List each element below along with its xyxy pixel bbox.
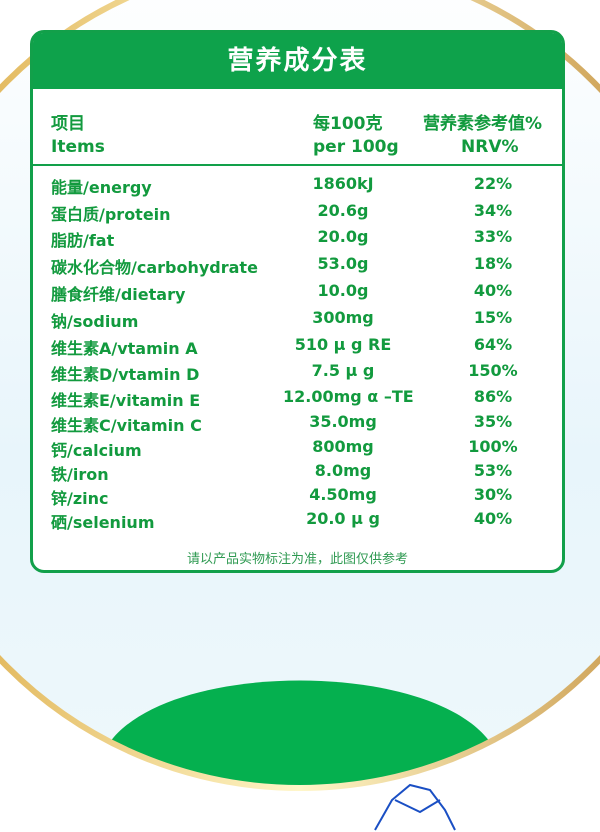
header-per-cn: 每100克 (313, 114, 383, 134)
header-nrv-cn: 营养素参考值% (423, 114, 543, 134)
nutrient-nrv: 40% (473, 509, 513, 528)
header-per-en: per 100g (313, 137, 399, 157)
nutrient-name: 膳食纤维/dietary (51, 285, 186, 304)
nutrient-name: 锌/zinc (51, 489, 109, 508)
green-hill (110, 680, 490, 789)
nutrient-name: 硒/selenium (51, 513, 155, 532)
nutrient-nrv: 22% (473, 174, 513, 193)
nutrient-value: 12.00mg α –TE (283, 387, 414, 406)
nutrient-nrv: 18% (473, 254, 513, 273)
nutrient-name: 蛋白质/protein (51, 205, 171, 224)
nutrient-name: 维生素A/vtamin A (51, 339, 198, 358)
nutrient-nrv: 150% (468, 361, 518, 380)
nutrient-name: 钠/sodium (51, 312, 139, 331)
nutrient-nrv: 33% (473, 227, 513, 246)
nutrient-value: 300mg (312, 308, 374, 327)
table-row: 硒/selenium 20.0 μ g 40% (33, 509, 562, 533)
table-row: 维生素C/vitamin C 35.0mg 35% (33, 412, 562, 436)
nutrient-name: 碳水化合物/carbohydrate (51, 258, 258, 277)
nutrient-name: 能量/energy (51, 178, 152, 197)
header-items-cn: 项目 (51, 114, 85, 134)
table-row: 能量/energy 1860kJ 22% (33, 174, 562, 198)
nutrient-nrv: 86% (473, 387, 513, 406)
table-row: 钙/calcium 800mg 100% (33, 437, 562, 461)
header-nrv-en: NRV% (461, 137, 519, 157)
gold-ring (0, 0, 600, 791)
nutrient-name: 维生素D/vtamin D (51, 365, 200, 384)
nutrient-value: 8.0mg (314, 461, 372, 480)
nutrient-value: 510 μ g RE (294, 335, 392, 354)
nutrient-value: 20.0g (317, 227, 369, 246)
table-row: 维生素D/vtamin D 7.5 μ g 150% (33, 361, 562, 385)
table-row: 脂肪/fat 20.0g 33% (33, 227, 562, 251)
nutrient-nrv: 34% (473, 201, 513, 220)
nutrient-value: 1860kJ (312, 174, 374, 193)
nutrient-nrv: 35% (473, 412, 513, 431)
table-row: 维生素E/vitamin E 12.00mg α –TE 86% (33, 387, 562, 411)
nutrient-value: 20.6g (317, 201, 369, 220)
product-sketch-icon (374, 783, 456, 831)
nutrient-nrv: 64% (473, 335, 513, 354)
nutrient-nrv: 15% (473, 308, 513, 327)
nutrient-nrv: 100% (468, 437, 518, 456)
nutrient-value: 53.0g (317, 254, 369, 273)
nutrient-nrv: 53% (473, 461, 513, 480)
disclaimer-note: 请以产品实物标注为准，此图仅供参考 (186, 552, 408, 567)
nutrient-value: 800mg (312, 437, 374, 456)
nutrient-value: 4.50mg (309, 485, 377, 504)
nutrient-value: 35.0mg (309, 412, 377, 431)
header-items-en: Items (51, 137, 105, 157)
table-row: 碳水化合物/carbohydrate 53.0g 18% (33, 254, 562, 278)
table-row: 膳食纤维/dietary 10.0g 40% (33, 281, 562, 305)
table-row: 铁/iron 8.0mg 53% (33, 461, 562, 485)
nutrient-value: 20.0 μ g (306, 509, 380, 528)
table-header: 项目 Items 每100克 per 100g 营养素参考值% NRV% (33, 89, 562, 166)
nutrient-name: 维生素E/vitamin E (51, 391, 201, 410)
nutrient-name: 维生素C/vitamin C (51, 416, 202, 435)
nutrient-nrv: 30% (473, 485, 513, 504)
nutrient-name: 脂肪/fat (51, 231, 115, 250)
nutrient-nrv: 40% (473, 281, 513, 300)
nutrition-table-card: 营养成分表 项目 Items 每100克 per 100g 营养素参考值% NR… (30, 30, 565, 573)
table-title: 营养成分表 (33, 33, 562, 89)
table-row: 维生素A/vtamin A 510 μ g RE 64% (33, 335, 562, 359)
nutrient-name: 铁/iron (51, 465, 109, 484)
table-row: 钠/sodium 300mg 15% (33, 308, 562, 332)
nutrient-value: 7.5 μ g (311, 361, 375, 380)
nutrient-name: 钙/calcium (51, 441, 142, 460)
table-row: 锌/zinc 4.50mg 30% (33, 485, 562, 509)
nutrient-value: 10.0g (317, 281, 369, 300)
table-row: 蛋白质/protein 20.6g 34% (33, 201, 562, 225)
